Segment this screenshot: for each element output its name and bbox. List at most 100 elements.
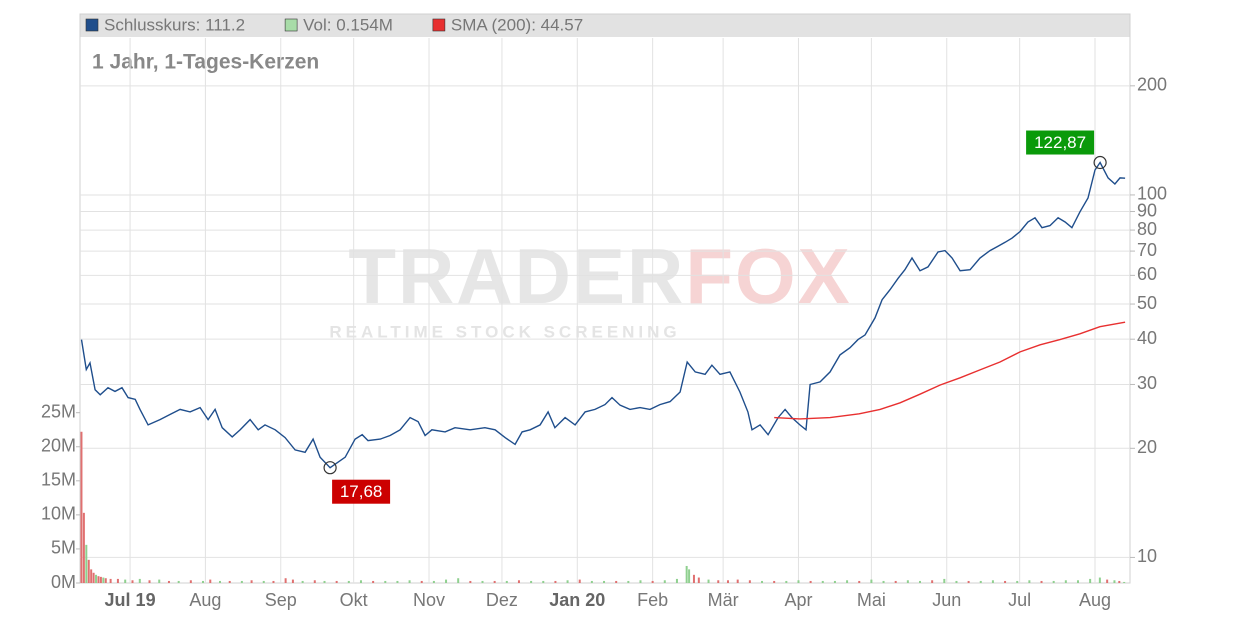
y-tick-label: 100 bbox=[1137, 184, 1167, 204]
price-line bbox=[80, 161, 1126, 469]
volume-bar bbox=[542, 580, 545, 583]
volume-bar bbox=[99, 576, 102, 583]
volume-bar bbox=[931, 580, 934, 583]
volume-bar bbox=[717, 580, 720, 583]
volume-bar bbox=[797, 580, 800, 583]
volume-bar bbox=[335, 580, 338, 583]
volume-bar bbox=[1089, 578, 1092, 583]
volume-bar bbox=[240, 580, 243, 583]
annotation-marker bbox=[323, 461, 337, 475]
volume-bar bbox=[590, 580, 593, 583]
x-tick-label: Dez bbox=[486, 590, 518, 610]
volume-bar bbox=[748, 580, 751, 583]
volume-bar bbox=[272, 580, 275, 583]
volume-bar bbox=[109, 578, 112, 583]
volume-bar bbox=[457, 578, 460, 583]
volume-bar bbox=[603, 580, 606, 583]
x-tick-label: Sep bbox=[265, 590, 297, 610]
volume-bar bbox=[967, 580, 970, 583]
volume-bar bbox=[177, 580, 180, 583]
x-tick-label: Nov bbox=[413, 590, 445, 610]
volume-bar bbox=[833, 580, 836, 583]
volume-bar bbox=[566, 580, 569, 583]
x-tick-label: Aug bbox=[1079, 590, 1111, 610]
volume-bar bbox=[1040, 580, 1043, 583]
annotation-label: 17,68 bbox=[340, 482, 383, 501]
volume-bar bbox=[1123, 581, 1126, 583]
volume-bar bbox=[1098, 577, 1101, 583]
volume-bar bbox=[262, 580, 265, 583]
volume-bar bbox=[90, 569, 93, 583]
volume-bar bbox=[384, 580, 387, 583]
price-line bbox=[774, 321, 1126, 420]
y-tick-label: 200 bbox=[1137, 75, 1167, 95]
volume-bar bbox=[493, 580, 496, 583]
volume-bar bbox=[313, 580, 316, 583]
volume-tick-label: 5M bbox=[51, 538, 76, 558]
volume-tick-label: 10M bbox=[41, 504, 76, 524]
y-tick-label: 10 bbox=[1137, 546, 1157, 566]
volume-bar bbox=[707, 579, 710, 583]
volume-bar bbox=[284, 578, 287, 583]
volume-bar bbox=[301, 580, 304, 583]
x-tick-label: Jan 20 bbox=[549, 590, 605, 610]
volume-bar bbox=[943, 578, 946, 583]
volume-bar bbox=[578, 579, 581, 583]
x-tick-label: Okt bbox=[340, 590, 368, 610]
volume-bar bbox=[858, 580, 861, 583]
legend-swatch bbox=[284, 18, 298, 32]
volume-bar bbox=[1076, 580, 1079, 583]
volume-bar bbox=[785, 580, 788, 583]
x-tick-label: Aug bbox=[189, 590, 221, 610]
annotation-marker bbox=[1093, 155, 1107, 170]
volume-bar bbox=[991, 580, 994, 583]
volume-bar bbox=[505, 580, 508, 583]
y-tick-label: 50 bbox=[1137, 293, 1157, 313]
volume-bar bbox=[773, 580, 776, 583]
volume-bar bbox=[359, 580, 362, 583]
volume-bar bbox=[688, 569, 691, 583]
volume-bar bbox=[323, 580, 326, 583]
volume-bar bbox=[408, 580, 411, 583]
volume-bar bbox=[692, 574, 695, 583]
x-tick-label: Jul bbox=[1008, 590, 1031, 610]
volume-bar bbox=[291, 579, 294, 583]
volume-bar bbox=[80, 431, 83, 583]
volume-bar bbox=[432, 580, 435, 583]
volume-bar bbox=[158, 579, 161, 583]
volume-bar bbox=[979, 580, 982, 583]
volume-bar bbox=[870, 579, 873, 583]
volume-bar bbox=[1064, 580, 1067, 583]
volume-bar bbox=[675, 578, 678, 583]
y-tick-label: 60 bbox=[1137, 264, 1157, 284]
volume-bar bbox=[420, 580, 423, 583]
volume-tick-label: 25M bbox=[41, 401, 76, 421]
legend-swatch bbox=[432, 18, 446, 32]
volume-bar bbox=[131, 580, 134, 583]
y-tick-label: 30 bbox=[1137, 373, 1157, 393]
legend-bar bbox=[80, 14, 1130, 37]
volume-bar bbox=[1052, 580, 1055, 583]
volume-bar bbox=[95, 574, 98, 583]
volume-bar bbox=[846, 580, 849, 583]
volume-bar bbox=[85, 544, 88, 583]
legend-label: Schlusskurs: 111.2 bbox=[104, 15, 245, 34]
volume-bar bbox=[347, 580, 350, 583]
volume-tick-label: 15M bbox=[41, 470, 76, 490]
annotation-label: 122,87 bbox=[1034, 133, 1086, 152]
volume-bar bbox=[167, 580, 170, 583]
y-tick-label: 70 bbox=[1137, 240, 1157, 260]
volume-bar bbox=[663, 580, 666, 583]
volume-bar bbox=[92, 572, 95, 583]
volume-bar bbox=[955, 580, 958, 583]
volume-bar bbox=[1028, 580, 1031, 583]
volume-bar bbox=[396, 580, 399, 583]
volume-bar bbox=[481, 580, 484, 583]
volume-bar bbox=[1106, 579, 1109, 583]
volume-bar bbox=[87, 559, 90, 583]
volume-bar bbox=[906, 580, 909, 583]
volume-bar bbox=[97, 576, 100, 583]
volume-bar bbox=[726, 580, 729, 583]
volume-bar bbox=[372, 580, 375, 583]
